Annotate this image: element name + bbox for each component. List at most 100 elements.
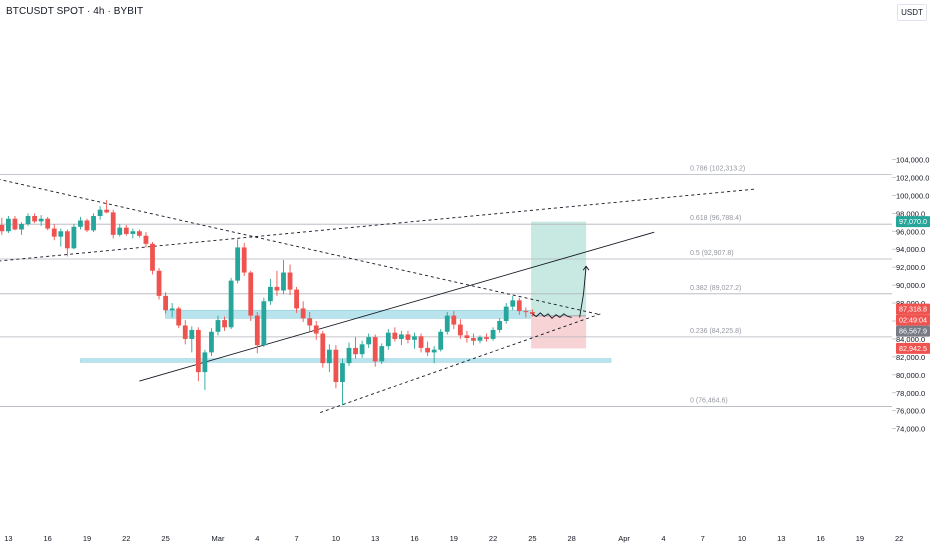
time-tick-label: 10 xyxy=(332,534,340,543)
candle-body xyxy=(490,329,496,339)
price-tick-label: 98,000.0 xyxy=(896,209,925,218)
candle-body xyxy=(202,352,208,373)
time-tick-label: 13 xyxy=(371,534,379,543)
candle-body xyxy=(457,324,463,336)
candle-body xyxy=(182,325,188,339)
candle-body xyxy=(359,344,365,355)
candle-body xyxy=(51,228,57,237)
candle-body xyxy=(254,315,260,346)
candle-body xyxy=(333,349,339,383)
candle-body xyxy=(464,335,470,339)
dashed-trendline xyxy=(0,188,756,262)
candle-body xyxy=(340,363,345,383)
solid-trendline xyxy=(139,231,655,382)
price-badge xyxy=(896,303,930,315)
price-tick-label: 78,000.0 xyxy=(896,389,925,398)
candle-body xyxy=(64,231,70,249)
candle-body xyxy=(366,337,372,345)
price-tick-label: 88,000.0 xyxy=(896,299,925,308)
time-tick-label: 7 xyxy=(701,534,705,543)
long-position-box[interactable] xyxy=(531,221,587,349)
candle-body xyxy=(189,329,195,339)
candle-body xyxy=(228,280,234,328)
candle-body xyxy=(274,286,280,291)
price-tick-label: 76,000.0 xyxy=(896,407,925,416)
time-tick-label: 16 xyxy=(44,534,52,543)
fib-label: 0.5 (92,907.8) xyxy=(690,250,734,257)
candle-body xyxy=(392,332,398,339)
time-tick-label: 28 xyxy=(568,534,576,543)
candle-body xyxy=(143,235,149,244)
candle-body xyxy=(209,331,214,353)
candle-body xyxy=(353,347,358,355)
candle-body xyxy=(484,337,489,339)
candle-body xyxy=(510,300,516,307)
candle-body xyxy=(222,320,227,328)
candle-body xyxy=(451,315,457,325)
candle-body xyxy=(150,243,155,271)
candle-body xyxy=(195,329,201,373)
candle-body xyxy=(123,227,129,234)
time-tick-label: 19 xyxy=(450,534,458,543)
candle-body xyxy=(471,338,476,341)
price-badge-label: 82,942.5 xyxy=(899,344,927,353)
candle-body xyxy=(281,272,286,291)
time-tick-label: 22 xyxy=(489,534,497,543)
candle-body xyxy=(261,301,267,346)
price-tick-label: 92,000.0 xyxy=(896,263,925,272)
candle-body xyxy=(156,270,162,296)
candle-body xyxy=(268,286,273,302)
candle-body xyxy=(117,227,123,235)
candle-body xyxy=(425,347,430,353)
candle-body xyxy=(497,320,503,330)
time-tick-label: 19 xyxy=(83,534,91,543)
candle-body xyxy=(313,325,319,334)
candle-body xyxy=(32,216,37,222)
candle-body xyxy=(412,336,417,340)
price-tick-label: 100,000.0 xyxy=(896,191,929,200)
candle-body xyxy=(38,218,44,222)
trendlines[interactable] xyxy=(0,171,756,413)
currency-unit-button[interactable]: USDT xyxy=(897,4,927,21)
candle-body xyxy=(169,308,175,311)
arrowhead xyxy=(582,265,590,271)
dashed-trendline xyxy=(0,179,601,316)
price-tick-label: 82,000.0 xyxy=(896,353,925,362)
candles xyxy=(0,199,535,406)
fib-label: 0.382 (89,027.2) xyxy=(690,285,741,292)
fib-label: 0 (76,464.6) xyxy=(690,398,728,405)
projection-arrow xyxy=(532,265,590,319)
candle-body xyxy=(385,332,391,347)
candle-body xyxy=(71,226,77,249)
candle-body xyxy=(137,231,142,236)
price-tick-label: 90,000.0 xyxy=(896,281,925,290)
candle-body xyxy=(444,315,450,332)
candle-body xyxy=(346,347,352,364)
candle-body xyxy=(215,320,221,332)
candle-body xyxy=(372,337,378,362)
time-axis[interactable]: 101316192225Mar4710131619222528Apr471013… xyxy=(0,534,903,543)
price-badge xyxy=(896,325,930,337)
price-badges: 97,070.0 87,318.8 02:49:04 86,567.9 82,942.5 xyxy=(896,216,930,354)
candle-body xyxy=(84,220,90,231)
candle-body xyxy=(91,216,96,231)
time-tick-label: 7 xyxy=(295,534,299,543)
price-axis[interactable]: 104,000.0 102,000.0 100,000.0 98,000.0 96,00… xyxy=(892,0,932,550)
candle-body xyxy=(530,312,535,314)
candle-body xyxy=(58,231,64,237)
candle-body xyxy=(477,337,483,341)
candle-body xyxy=(523,311,529,313)
candle-body xyxy=(235,247,241,281)
candle-body xyxy=(300,308,306,319)
support-zone xyxy=(80,358,612,363)
candle-body xyxy=(19,224,24,230)
price-tick-label: 96,000.0 xyxy=(896,227,925,236)
stop-zone xyxy=(531,315,587,349)
price-tick-label: 80,000.0 xyxy=(896,371,925,380)
candle-body xyxy=(503,306,509,321)
time-tick-label: 22 xyxy=(122,534,130,543)
candle-body xyxy=(379,346,385,362)
fibonacci-levels: 0.786 (102,313.2) 0.618 (96,788.4) 0.5 (92… xyxy=(0,166,892,407)
price-tick-label: 84,000.0 xyxy=(896,335,925,344)
